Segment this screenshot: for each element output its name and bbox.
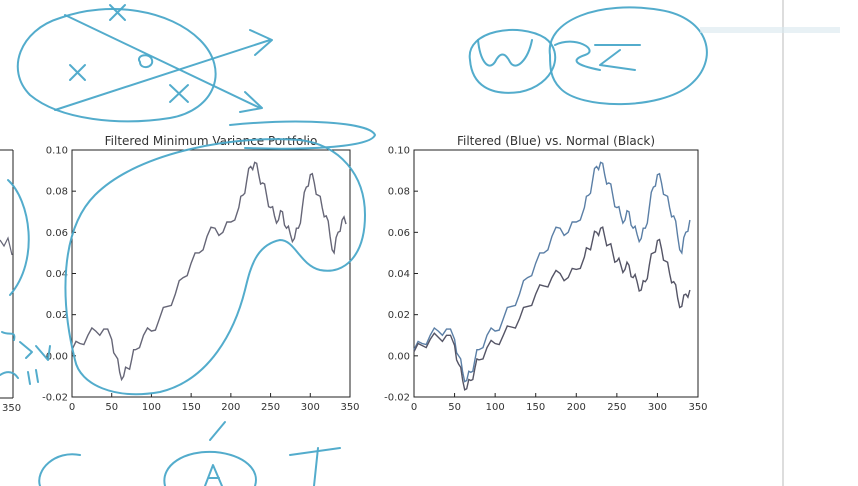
chart2-y-tick-label: 0.06: [388, 228, 410, 239]
chart2-x-tick-label: 300: [648, 402, 667, 413]
chart2-y-ticks: -0.02 0.00 0.02 0.04 0.06 0.08 0.10: [384, 146, 418, 404]
chart2-x-tick-label: 0: [411, 402, 417, 413]
chart1-x-tick-label: 300: [301, 402, 320, 413]
annotation-loop: [138, 54, 154, 68]
annotation-bottom-tick: [209, 421, 226, 441]
chart1-y-tick-label: 0.00: [46, 351, 68, 362]
annotation-left-arc: [7, 179, 30, 296]
chart1-series-line-0: [71, 161, 347, 382]
chart1-y-tick-label: -0.02: [42, 393, 68, 404]
chart1-x-tick-label: 350: [340, 402, 359, 413]
annotation-chart-outline: [64, 138, 366, 396]
annotation-bottom-c: [38, 453, 81, 486]
chart1-x-tick-label: 150: [182, 402, 201, 413]
chart1-x-tick-label: 200: [221, 402, 240, 413]
pen-annotations: [0, 4, 840, 486]
chart2-y-tick-label: 0.00: [388, 351, 410, 362]
chart1-y-tick-label: 0.02: [46, 310, 68, 321]
chart1-y-tick-label: 0.08: [46, 187, 68, 198]
chart2-y-tick-label: 0.04: [388, 269, 410, 280]
annotation-cross-1: [109, 4, 126, 21]
chart2-x-tick-label: 350: [688, 402, 707, 413]
annotation-ellipse-topleft: [16, 8, 217, 123]
chart2-series-line-1: [413, 226, 691, 391]
chart1-x-tick-label: 50: [105, 402, 118, 413]
partial-left-chart: 350: [0, 149, 21, 414]
chart2-title: Filtered (Blue) vs. Normal (Black): [457, 134, 655, 148]
chart1-y-tick-label: 0.04: [46, 269, 68, 280]
chart2-x-tick-label: 50: [448, 402, 461, 413]
chart1-x-tick-label: 0: [69, 402, 75, 413]
annotation-cross-2: [69, 64, 86, 81]
annotation-left-notes: [1, 331, 51, 361]
chart2-lines: [413, 161, 691, 391]
chart1-x-tick-label: 100: [142, 402, 161, 413]
chart1-y-tick-label: 0.06: [46, 228, 68, 239]
annotation-cross-3: [169, 84, 189, 103]
annotation-letter-s: [554, 40, 601, 71]
chart2-x-ticks: 0 50 100 150 200 250 300 350: [411, 393, 708, 413]
chart2-y-tick-label: 0.02: [388, 310, 410, 321]
chart2-y-tick-label: 0.08: [388, 187, 410, 198]
chart1-y-ticks: -0.02 0.00 0.02 0.04 0.06 0.08 0.10: [42, 146, 76, 404]
chart2-x-tick-label: 200: [567, 402, 586, 413]
partial-tick-label: 350: [2, 403, 21, 414]
chart1-lines: [71, 161, 347, 382]
chart2-series-line-0: [413, 161, 691, 383]
annotation-bottom-t: [289, 447, 341, 486]
chart1-title: Filtered Minimum Variance Portfolio: [105, 134, 318, 148]
annotation-arrow-1: [54, 29, 273, 111]
chart1-y-tick-label: 0.10: [46, 146, 68, 157]
annotation-left-notes-2: [0, 369, 39, 385]
annotation-arrow-2: [64, 14, 263, 113]
chart2-x-tick-label: 150: [526, 402, 545, 413]
annotation-sigma: [594, 44, 641, 71]
chart-filtered-min-variance: Filtered Minimum Variance Portfolio 0 50 1…: [42, 134, 359, 413]
chart2-x-tick-label: 250: [607, 402, 626, 413]
annotation-bottom-ellipse: [163, 450, 257, 486]
chart2-y-tick-label: 0.10: [388, 146, 410, 157]
annotation-ellipse-sigma: [548, 6, 708, 106]
annotation-underline-title: [229, 120, 376, 150]
annotation-bottom-a: [204, 464, 223, 486]
chart-filtered-vs-normal: Filtered (Blue) vs. Normal (Black) 0 50 10…: [384, 134, 707, 413]
chart2-y-tick-label: -0.02: [384, 393, 410, 404]
annotation-ellipse-w: [468, 28, 557, 94]
chart1-x-ticks: 0 50 100 150 200 250 300 350: [69, 393, 360, 413]
annotation-letter-w: [477, 39, 533, 67]
chart1-x-tick-label: 250: [261, 402, 280, 413]
chart2-x-tick-label: 100: [486, 402, 505, 413]
